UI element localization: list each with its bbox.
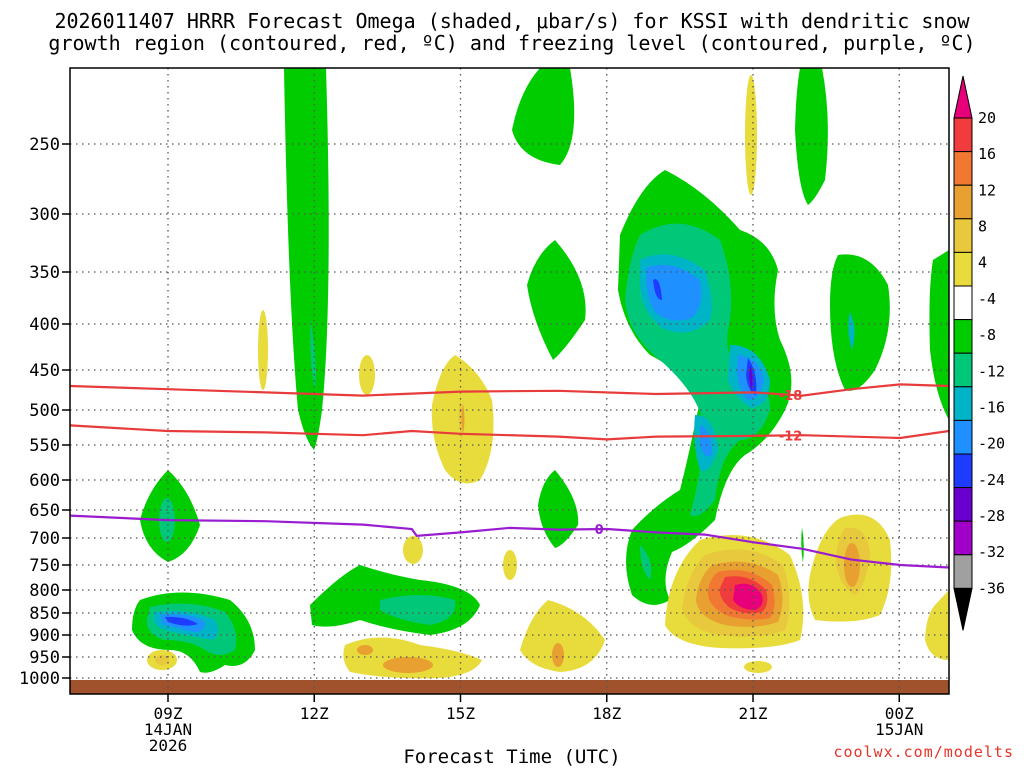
y-tick-label-700: 700 [29, 529, 60, 549]
colorbar-swatch-12 [953, 520, 973, 556]
colorbar-label--20: -20 [978, 435, 1005, 453]
contour-line-0 [70, 514, 949, 569]
colorbar-label-20: 20 [978, 109, 996, 127]
x-tick-date-00Z: 15JAN [875, 720, 923, 739]
x-tick-label-18Z: 18Z [592, 704, 621, 723]
omega-colorbar: 20 16 12 8 4 -4 -8 -12 -16 -20 -24 -28 -32 -36 [953, 75, 1005, 631]
y-tick-label-900: 900 [29, 626, 60, 646]
colorbar-swatch-7 [953, 352, 973, 388]
colorbar-cap-top [953, 75, 973, 119]
colorbar-swatch-8 [953, 386, 973, 421]
y-tick-label-350: 350 [29, 263, 60, 283]
colorbar-swatch-3 [953, 218, 973, 253]
y-tick-label-800: 800 [29, 581, 60, 601]
y-tick-label-850: 850 [29, 604, 60, 624]
y-tick-label-750: 750 [29, 556, 60, 576]
colorbar-label-8: 8 [978, 218, 987, 236]
chart-title-line-2: growth region (contoured, red, ºC) and f… [48, 31, 976, 55]
x-tick-label-21Z: 21Z [739, 704, 768, 723]
colorbar-label-4: 4 [978, 254, 987, 272]
colorbar-swatch-2 [953, 184, 973, 220]
colorbar-label--28: -28 [978, 507, 1005, 525]
x-axis-label: Forecast Time (UTC) [403, 746, 621, 768]
colorbar-label--24: -24 [978, 471, 1005, 489]
contour-line--18 [70, 383, 949, 397]
colorbar-label-12: 12 [978, 181, 996, 199]
y-tick-label-550: 550 [29, 436, 60, 456]
omega-region-upward-12z [284, 68, 329, 450]
x-tick-label-09Z: 09Z [154, 704, 183, 723]
plot-frame [69, 67, 950, 695]
colorbar-swatch-9 [953, 419, 973, 455]
contour-label-0: 0 [595, 523, 604, 538]
y-tick-label-250: 250 [29, 135, 60, 155]
chart-grid [70, 68, 949, 694]
colorbar-cap-bottom [953, 587, 973, 631]
y-tick-label-500: 500 [29, 401, 60, 421]
contour-label--12: -12 [779, 429, 803, 444]
ground-below-surface [70, 680, 949, 694]
y-tick-label-1000: 1000 [19, 669, 60, 689]
chart-title-line-1: 2026011407 HRRR Forecast Omega (shaded, … [54, 9, 970, 33]
colorbar-label--12: -12 [978, 362, 1005, 380]
site-credit: coolwx.com/modelts [833, 743, 1014, 761]
x-tick-date-09Z: 14JAN [144, 720, 192, 739]
colorbar-label--8: -8 [978, 326, 996, 344]
y-tick-label-950: 950 [29, 648, 60, 668]
y-tick-label-600: 600 [29, 471, 60, 491]
colorbar-swatch-1 [953, 151, 973, 186]
omega-shading [132, 68, 949, 679]
y-tick-label-450: 450 [29, 361, 60, 381]
y-tick-label-650: 650 [29, 501, 60, 521]
colorbar-label--16: -16 [978, 398, 1005, 416]
x-tick-label-12Z: 12Z [300, 704, 329, 723]
contour-label--18: -18 [779, 389, 803, 404]
colorbar-swatch-6 [953, 319, 973, 354]
colorbar-label-16: 16 [978, 145, 996, 163]
colorbar-swatch-13 [953, 554, 973, 589]
colorbar-swatch-0 [953, 117, 973, 153]
temperature-contours: -18 -12 0 [70, 383, 949, 569]
x-tick-label-15Z: 15Z [446, 704, 475, 723]
colorbar-swatch-11 [953, 487, 973, 522]
contour-line--12 [70, 424, 949, 441]
y-tick-label-300: 300 [29, 205, 60, 225]
y-tick-label-400: 400 [29, 315, 60, 335]
x-tick-label-00Z: 00Z [885, 704, 914, 723]
colorbar-label--32: -32 [978, 543, 1005, 561]
colorbar-label--4: -4 [978, 290, 996, 308]
colorbar-swatch-5 [953, 285, 973, 321]
y-axis-pressure: 2503003504004505005506006507007508008509… [19, 135, 70, 689]
colorbar-swatch-10 [953, 453, 973, 489]
colorbar-label--36: -36 [978, 579, 1005, 597]
x-tick-year-09Z: 2026 [149, 736, 188, 755]
colorbar-swatch-4 [953, 251, 973, 287]
